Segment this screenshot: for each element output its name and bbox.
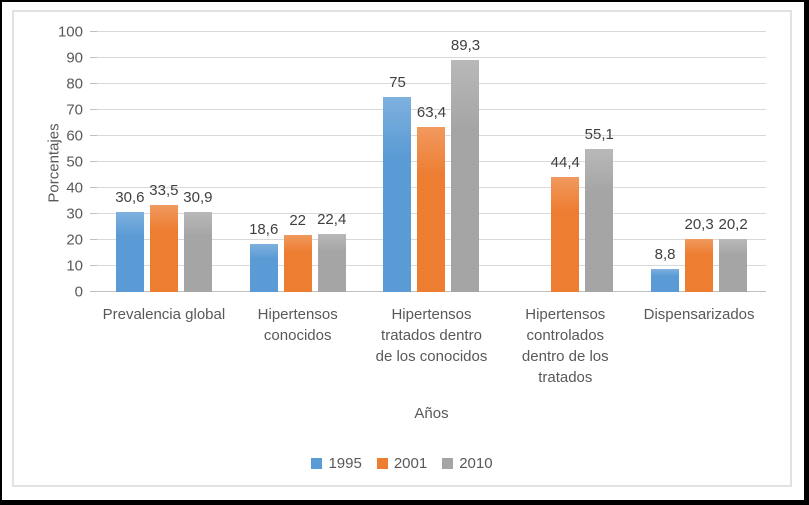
legend-label: 2010 <box>459 455 493 472</box>
y-axis-title: Porcentajes <box>45 123 63 203</box>
y-tick-label: 50 <box>66 153 83 171</box>
bar-value-label: 22 <box>289 211 307 229</box>
y-axis-tick <box>90 213 97 214</box>
bar-value-label: 63,4 <box>416 104 447 122</box>
y-axis-tick <box>90 109 97 110</box>
y-axis-tick <box>90 83 97 84</box>
category-label: Hipertensos controlados dentro de los trata… <box>521 306 609 386</box>
legend-swatch-1995 <box>311 458 323 469</box>
y-tick-label: 70 <box>66 101 83 119</box>
bar-slot: 30,9 <box>183 32 212 292</box>
bar-2010: 89,3 <box>451 38 480 292</box>
bar-2001: 20,3 <box>684 217 714 292</box>
legend-label: 1995 <box>328 455 362 472</box>
bar-value-label: 44,4 <box>550 153 580 171</box>
x-axis-title: Años <box>414 405 449 422</box>
legend-swatch-2001 <box>376 458 388 469</box>
gridline <box>97 57 766 58</box>
bar-slot: 55,1 <box>585 32 614 292</box>
legend-swatch-2010 <box>442 458 454 469</box>
bar-1995: 30,6 <box>115 190 144 292</box>
y-axis-tick <box>90 265 97 266</box>
bar-slot: 63,4 <box>417 32 446 292</box>
y-axis-tick <box>90 291 97 292</box>
bar-slot: 30,6 <box>115 32 144 292</box>
bar-value-label: 18,6 <box>249 220 279 238</box>
bar-value-label: 33,5 <box>149 181 179 199</box>
bar-1995: 18,6 <box>249 222 278 292</box>
bar-slot: 44,4 <box>551 32 580 292</box>
legend-label: 2001 <box>393 455 428 472</box>
bar-group-4: 44,4 55,1 <box>498 32 632 292</box>
bar-slot <box>517 32 545 292</box>
bar-slot: 22,4 <box>317 32 346 292</box>
bar-1995: 75 <box>383 75 412 292</box>
bar-2001: 33,5 <box>149 183 178 292</box>
y-tick-label: 80 <box>66 75 83 93</box>
y-tick-label: 0 <box>74 283 83 301</box>
bar-2010: 22,4 <box>317 212 346 292</box>
bar-2001: 44,4 <box>551 155 580 292</box>
y-tick-label: 60 <box>66 127 83 145</box>
bar-1995: 8,8 <box>651 247 680 292</box>
legend-item-1995: 1995 <box>311 455 362 472</box>
bar-value-label: 22,4 <box>317 210 347 228</box>
category-label: Hipertensos tratados dentro de los conocid… <box>375 306 488 365</box>
legend-item-2010: 2010 <box>442 455 493 472</box>
bar-slot: 20,3 <box>684 32 714 292</box>
bar-slot: 75 <box>383 32 412 292</box>
bar-value-label: 55,1 <box>584 125 614 143</box>
x-axis-category-labels: Prevalencia global Hipertensos conocidos Hi… <box>97 304 766 388</box>
y-axis-tick <box>90 161 97 162</box>
y-axis-tick <box>90 31 97 32</box>
legend-item-2001: 2001 <box>376 455 428 472</box>
gridline <box>97 83 766 84</box>
legend: 1995 2001 2010 <box>14 456 790 471</box>
y-tick-label: 90 <box>66 49 83 67</box>
y-axis-tick <box>90 135 97 136</box>
bar-value-label: 89,3 <box>450 36 481 54</box>
gridline <box>97 109 766 110</box>
bar-slot: 8,8 <box>651 32 680 292</box>
category-label: Hipertensos conocidos <box>257 306 338 344</box>
category-label: Prevalencia global <box>102 306 226 323</box>
y-tick-label: 10 <box>66 257 83 275</box>
bar-2001: 63,4 <box>417 105 446 292</box>
bar-group-1: 30,6 33,5 30,9 <box>97 32 231 292</box>
y-axis-tick <box>90 187 97 188</box>
bar-2010: 20,2 <box>718 217 748 292</box>
bar-group-2: 18,6 22 22,4 <box>231 32 365 292</box>
bar-2001: 22 <box>283 213 312 292</box>
category-label: Dispensarizados <box>643 306 755 323</box>
bar-value-label: 75 <box>389 74 406 91</box>
plot-area: 0 10 20 30 40 50 60 70 80 90 100 30,6 33,5 30,9 18,6 22… <box>58 25 766 300</box>
bar-slot: 89,3 <box>451 32 480 292</box>
bar-group-3: 75 63,4 89,3 <box>365 32 499 292</box>
bar-value-label: 30,6 <box>115 189 145 207</box>
y-tick-label: 30 <box>66 205 83 223</box>
gridline <box>97 31 766 32</box>
bar-slot: 22 <box>283 32 312 292</box>
bar-value-label: 8,8 <box>654 246 676 264</box>
bar-slot: 20,2 <box>718 32 748 292</box>
bar-value-label: 20,2 <box>718 216 748 234</box>
bar-slot: 33,5 <box>149 32 178 292</box>
bar-2010: 30,9 <box>183 190 212 292</box>
y-tick-label: 100 <box>57 23 83 41</box>
bar-2010: 55,1 <box>585 127 614 292</box>
bar-chart: Porcentajes 0 10 20 30 40 50 60 70 80 90 100 30,6 33… <box>12 10 792 487</box>
bar-group-5: 8,8 20,3 20,2 <box>632 32 766 292</box>
y-axis-tick <box>90 239 97 240</box>
bar-value-label: 20,3 <box>684 216 714 234</box>
bar-slot: 18,6 <box>249 32 278 292</box>
bar-groups: 30,6 33,5 30,9 18,6 22 22,4 75 63,4 89,3 44,4 55,1… <box>97 32 766 292</box>
y-tick-label: 40 <box>66 179 83 197</box>
y-tick-label: 20 <box>66 231 83 249</box>
y-axis-tick <box>90 57 97 58</box>
bar-value-label: 30,9 <box>183 188 213 206</box>
